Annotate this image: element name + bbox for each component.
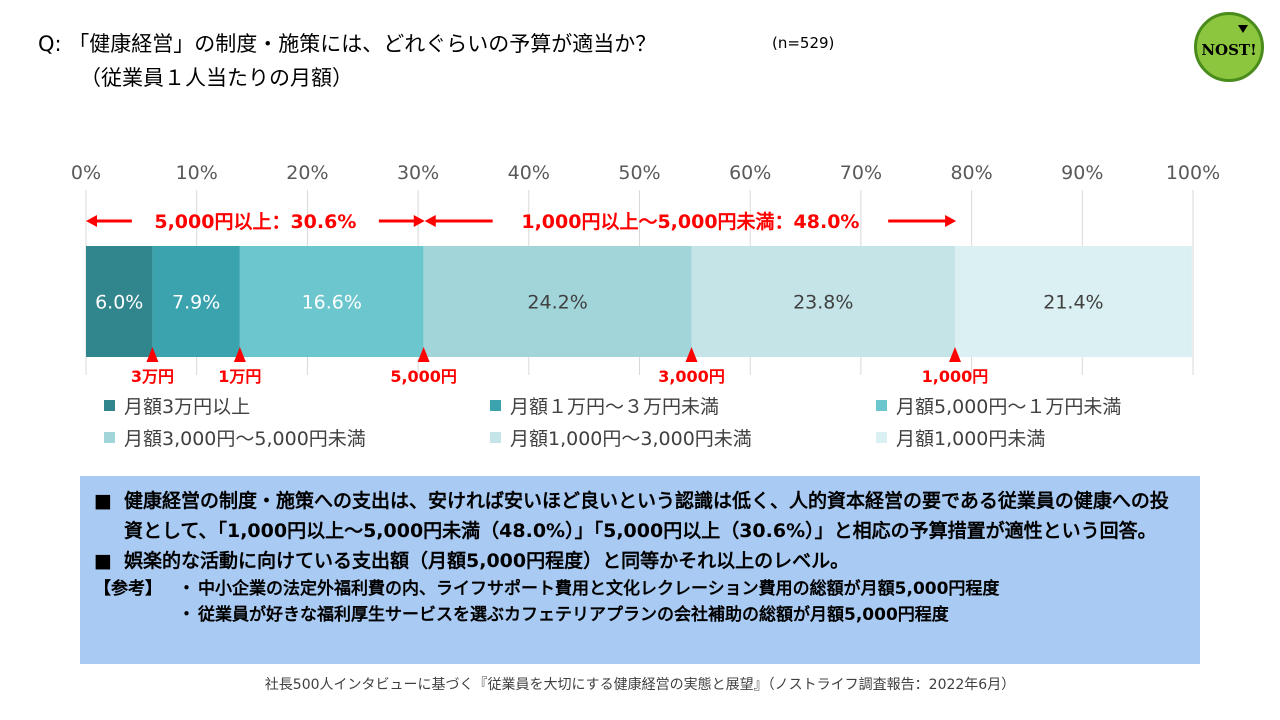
reference-row-1: 【参考】 ・ 中小企業の法定外福利費の内、ライフサポート費用と文化レクレーション… (94, 576, 1186, 602)
note-text: 健康経営の制度・施策への支出は、安ければ安いほど良いという認識は低く、人的資本経… (124, 490, 1169, 542)
bar-segment (239, 246, 424, 357)
legend-label: 月額3万円以上 (124, 396, 250, 418)
axis-tick-label: 10% (176, 162, 218, 184)
axis-tick-label: 80% (950, 162, 992, 184)
range-arrowhead-left (424, 215, 436, 227)
axis-tick-label: 60% (729, 162, 771, 184)
threshold-marker (417, 347, 430, 362)
logo-mark-icon (1238, 25, 1248, 33)
legend-label: 月額１万円～３万円未満 (510, 396, 719, 418)
reference-bullet: ・ (178, 605, 195, 625)
threshold-marker (948, 347, 961, 362)
stacked-bar-chart: 0% 10% 20% 30% 40% 50% 60% 70% 80% 90% 100% 6.0% 7.9… (71, 162, 1220, 450)
sample-size: (n=529) (772, 34, 835, 52)
legend-swatch (876, 400, 887, 411)
axis-tick-label: 70% (840, 162, 882, 184)
note-bullet: ■ (94, 490, 112, 512)
axis-tick-label: 0% (71, 162, 101, 184)
threshold-marker (233, 347, 246, 362)
legend-swatch (876, 432, 887, 443)
axis-tick-label: 90% (1061, 162, 1103, 184)
axis-tick-label: 30% (397, 162, 439, 184)
range-arrowhead-left (86, 215, 97, 227)
range-label: 1,000円以上～5,000円未満：48.0% (521, 210, 859, 233)
nost-logo: NOST! (1194, 12, 1264, 82)
bar-segment (423, 246, 692, 357)
reference-text: 従業員が好きな福利厚生サービスを選ぶカフェテリアプランの会社補助の総額が月額5,… (198, 605, 949, 625)
threshold-label: 1,000円 (922, 367, 989, 386)
reference-bullet: ・ (178, 579, 195, 599)
legend-swatch (490, 400, 501, 411)
axis-tick-label: 50% (618, 162, 660, 184)
question-subtitle: （従業員１人当たりの月額） (80, 66, 353, 90)
bar-value-label: 23.8% (793, 292, 853, 314)
bar-value-label: 16.6% (302, 292, 362, 314)
note-item-2: ■ 娯楽的な活動に向けている支出額（月額5,000円程度）と同等かそれ以上のレベ… (94, 546, 1186, 576)
legend-swatch (104, 432, 115, 443)
source-footer: 社長500人インタビューに基づく『従業員を大切にする健康経営の実態と展望』（ノス… (264, 677, 1016, 693)
legend-label: 月額1,000円～3,000円未満 (510, 428, 752, 450)
bar-segment (954, 246, 1192, 357)
axis-tick-label: 100% (1166, 162, 1220, 184)
legend-label: 月額3,000円～5,000円未満 (124, 428, 366, 450)
threshold-label: 3万円 (131, 367, 174, 386)
bar-segment (86, 246, 153, 357)
note-bullet: ■ (94, 550, 112, 572)
bar-value-label: 7.9% (172, 292, 220, 314)
bar-value-label: 6.0% (95, 292, 143, 314)
range-arrowhead-right (945, 215, 957, 227)
range-arrowhead-right (413, 215, 425, 227)
summary-notes: ■ 健康経営の制度・施策への支出は、安ければ安いほど良いという認識は低く、人的資… (80, 476, 1200, 664)
axis-tick-label: 40% (508, 162, 550, 184)
range-label: 5,000円以上：30.6% (154, 211, 356, 233)
reference-text: 中小企業の法定外福利費の内、ライフサポート費用と文化レクレーション費用の総額が月… (198, 579, 1000, 599)
bar-segment (152, 246, 240, 357)
threshold-label: 3,000円 (658, 367, 725, 386)
threshold-marker (685, 347, 698, 362)
threshold-label: 5,000円 (390, 367, 457, 386)
threshold-label: 1万円 (218, 367, 261, 386)
legend-swatch (490, 432, 501, 443)
bar-value-label: 21.4% (1043, 292, 1103, 314)
note-item-1: ■ 健康経営の制度・施策への支出は、安ければ安いほど良いという認識は低く、人的資… (94, 486, 1186, 546)
note-text: 娯楽的な活動に向けている支出額（月額5,000円程度）と同等かそれ以上のレベル。 (124, 550, 850, 572)
legend-label: 月額5,000円～１万円未満 (896, 396, 1121, 418)
reference-row-2: ・ 従業員が好きな福利厚生サービスを選ぶカフェテリアプランの会社補助の総額が月額… (94, 602, 1186, 628)
threshold-marker (146, 347, 159, 362)
axis-tick-label: 20% (286, 162, 328, 184)
question-title: Q: 「健康経営」の制度・施策には、どれぐらいの予算が適当か？ (38, 32, 657, 56)
legend-label: 月額1,000円未満 (896, 428, 1045, 450)
bar-segment (691, 246, 955, 357)
logo-text: NOST! (1201, 41, 1257, 59)
reference-label: 【参考】 (94, 579, 162, 599)
bar-value-label: 24.2% (527, 292, 587, 314)
legend-swatch (104, 400, 115, 411)
